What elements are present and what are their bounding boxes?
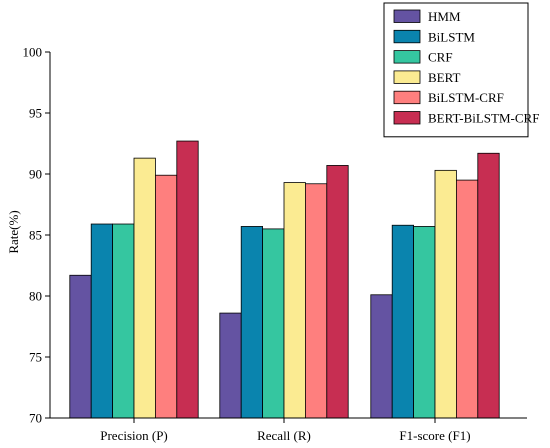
bar xyxy=(133,157,156,419)
y-tick-label: 70 xyxy=(29,411,42,426)
bar xyxy=(283,182,306,419)
legend-swatch xyxy=(393,70,421,84)
legend-label: CRF xyxy=(428,50,453,65)
x-tick-label: F1-score (F1) xyxy=(399,428,470,443)
y-tick-label: 90 xyxy=(29,167,42,182)
bar xyxy=(304,183,328,419)
tick-labels-layer: 70 75 80 85 90 95 100 Precision (P) Recall (R) F1… xyxy=(23,45,471,444)
axes-layer xyxy=(45,51,527,423)
bars-layer xyxy=(69,140,500,419)
bar xyxy=(434,169,457,419)
bar xyxy=(391,224,415,419)
bar xyxy=(154,174,178,419)
y-tick-label: 100 xyxy=(23,45,43,60)
x-tick-label: Precision (P) xyxy=(100,428,168,443)
bar xyxy=(477,152,500,419)
legend-label: BERT-BiLSTM-CRF xyxy=(428,111,539,126)
bar xyxy=(219,312,242,419)
legend-swatch xyxy=(393,29,421,44)
legend-swatch xyxy=(393,9,421,23)
x-tick-label: Recall (R) xyxy=(257,428,311,443)
y-tick-label: 85 xyxy=(29,228,42,243)
legend-label: BiLSTM xyxy=(428,29,475,44)
bar xyxy=(176,140,199,419)
legend-swatch xyxy=(393,50,421,64)
bar xyxy=(240,226,263,419)
bar xyxy=(413,226,436,419)
bar xyxy=(90,223,113,419)
legend-swatch xyxy=(393,90,421,105)
bar xyxy=(262,228,285,419)
legend-label: BERT xyxy=(428,70,461,85)
y-tick-label: 75 xyxy=(29,350,42,365)
bar xyxy=(455,179,479,419)
y-axis-label: Rate(%) xyxy=(6,210,21,253)
y-tick-label: 80 xyxy=(29,289,42,304)
legend: HMM BiLSTM CRF BERT BiLSTM-CRF BERT-BiLSTM-CR… xyxy=(383,2,539,138)
legend-swatch xyxy=(393,111,421,125)
bar xyxy=(69,274,92,419)
y-tick-label: 95 xyxy=(29,106,42,121)
legend-label: HMM xyxy=(428,9,461,24)
legend-label: BiLSTM-CRF xyxy=(428,90,504,105)
bar xyxy=(370,294,393,419)
bar xyxy=(326,165,349,419)
bar xyxy=(112,223,135,419)
